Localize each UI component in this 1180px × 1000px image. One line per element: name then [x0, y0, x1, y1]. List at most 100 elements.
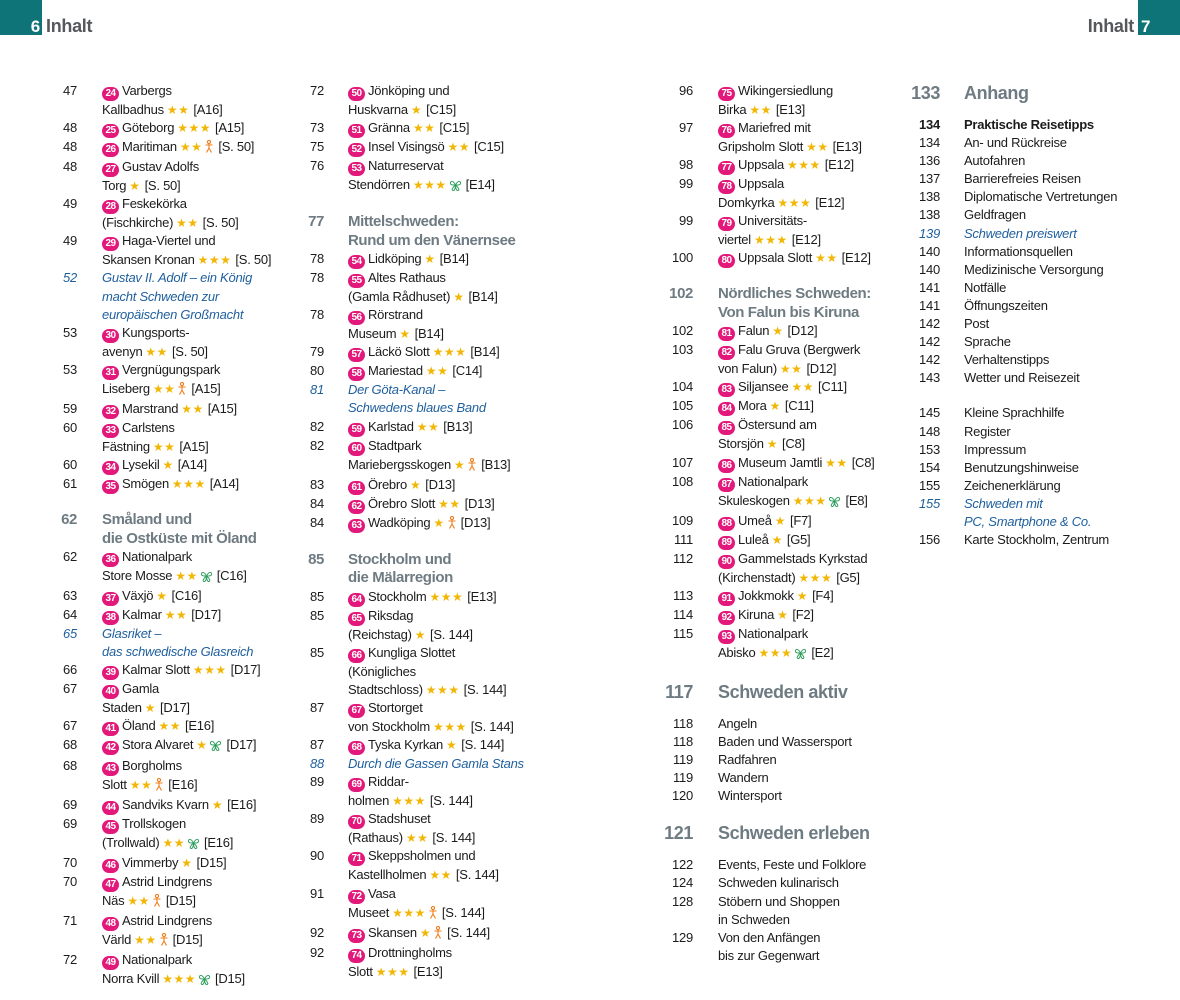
toc-entry[interactable]: 141 Notfälle: [898, 279, 1148, 297]
toc-entry[interactable]: 97 76 Mariefred mit Gripsholm Slott ★★ [E13]: [653, 119, 903, 156]
toc-entry[interactable]: 87 68 Tyska Kyrkan ★ [S. 144]: [286, 736, 556, 756]
toc-entry[interactable]: 124 Schweden kulinarisch: [653, 874, 903, 892]
toc-entry[interactable]: 119 Radfahren: [653, 751, 903, 769]
toc-entry[interactable]: 119 Wandern: [653, 769, 903, 787]
toc-entry[interactable]: 70 47 Astrid Lindgrens Näs ★★ [D15]: [40, 873, 280, 912]
toc-entry[interactable]: 65 Glasriket – das schwedische Glasreich: [40, 625, 280, 661]
toc-entry[interactable]: 90 71 Skeppsholmen und Kastellholmen ★★ [S. 1…: [286, 847, 556, 884]
toc-entry[interactable]: 73 51 Gränna ★★ [C15]: [286, 119, 556, 139]
toc-entry[interactable]: 142 Post: [898, 315, 1148, 333]
toc-entry[interactable]: 82 60 Stadtpark Mariebergsskogen ★ [B13]: [286, 437, 556, 476]
toc-entry[interactable]: 66 39 Kalmar Slott ★★★ [D17]: [40, 661, 280, 681]
toc-entry[interactable]: 89 70 Stadshuset (Rathaus) ★★ [S. 144]: [286, 810, 556, 847]
toc-entry[interactable]: 99 79 Universitäts-viertel ★★★ [E12]: [653, 212, 903, 249]
toc-entry[interactable]: 68 42 Stora Alvaret ★ [D17]: [40, 736, 280, 756]
toc-entry[interactable]: 47 24 Varbergs Kallbadhus ★★ [A16]: [40, 82, 280, 119]
toc-entry[interactable]: 156 Karte Stockholm, Zentrum: [898, 531, 1148, 549]
toc-entry[interactable]: 105 84 Mora ★ [C11]: [653, 397, 903, 417]
toc-entry[interactable]: 49 28 Feskekörka (Fischkirche) ★★ [S. 50]: [40, 195, 280, 232]
toc-entry[interactable]: 72 50 Jönköping und Huskvarna ★ [C15]: [286, 82, 556, 119]
toc-entry[interactable]: 113 91 Jokkmokk ★ [F4]: [653, 587, 903, 606]
toc-entry[interactable]: 62 36 Nationalpark Store Mosse ★★ [C16]: [40, 548, 280, 587]
toc-entry[interactable]: 49 29 Haga-Viertel und Skansen Kronan ★★★ [S.…: [40, 232, 280, 269]
toc-entry[interactable]: 52 Gustav II. Adolf – ein König macht Schw…: [40, 269, 280, 323]
toc-entry[interactable]: 78 56 Rörstrand Museum ★ [B14]: [286, 306, 556, 343]
toc-entry[interactable]: 122 Events, Feste und Folklore: [653, 856, 903, 874]
toc-entry[interactable]: 92 74 Drottningholms Slott ★★★ [E13]: [286, 944, 556, 981]
toc-entry[interactable]: 118 Angeln: [653, 715, 903, 733]
toc-entry[interactable]: 70 46 Vimmerby ★ [D15]: [40, 854, 280, 873]
toc-entry[interactable]: 84 63 Wadköping ★ [D13]: [286, 514, 556, 534]
toc-entry[interactable]: 85 64 Stockholm ★★★ [E13]: [286, 588, 556, 607]
toc-entry[interactable]: 82 59 Karlstad ★★ [B13]: [286, 418, 556, 437]
toc-entry[interactable]: 69 44 Sandviks Kvarn ★ [E16]: [40, 796, 280, 815]
toc-entry[interactable]: 60 33 Carlstens Fästning ★★ [A15]: [40, 419, 280, 456]
toc-entry[interactable]: 59 32 Marstrand ★★ [A15]: [40, 400, 280, 419]
toc-entry[interactable]: 98 77 Uppsala ★★★ [E12]: [653, 156, 903, 176]
toc-entry[interactable]: 92 73 Skansen ★ [S. 144]: [286, 924, 556, 944]
toc-entry[interactable]: 67 41 Öland ★★ [E16]: [40, 717, 280, 737]
toc-entry[interactable]: 78 54 Lidköping ★ [B14]: [286, 250, 556, 270]
toc-entry[interactable]: 142 Verhaltenstipps: [898, 351, 1148, 369]
toc-entry[interactable]: 140 Informationsquellen: [898, 243, 1148, 261]
toc-entry[interactable]: 107 86 Museum Jamtli ★★ [C8]: [653, 454, 903, 473]
toc-entry[interactable]: 139 Schweden preiswert: [898, 225, 1148, 243]
toc-entry[interactable]: 99 78 Uppsala Domkyrka ★★★ [E12]: [653, 175, 903, 212]
toc-entry[interactable]: 80 58 Mariestad ★★ [C14]: [286, 362, 556, 382]
toc-entry[interactable]: 53 30 Kungsports-avenyn ★★ [S. 50]: [40, 324, 280, 361]
toc-entry[interactable]: 91 72 Vasa Museet ★★★ [S. 144]: [286, 885, 556, 924]
toc-entry[interactable]: 48 27 Gustav Adolfs Torg ★ [S. 50]: [40, 158, 280, 195]
toc-entry[interactable]: 48 25 Göteborg ★★★ [A15]: [40, 119, 280, 139]
toc-entry[interactable]: 115 93 Nationalpark Abisko ★★★ [E2]: [653, 625, 903, 664]
toc-entry[interactable]: 145 Kleine Sprachhilfe: [898, 404, 1148, 422]
toc-entry[interactable]: 136 Autofahren: [898, 152, 1148, 170]
toc-entry[interactable]: 114 92 Kiruna ★ [F2]: [653, 606, 903, 625]
toc-entry[interactable]: 100 80 Uppsala Slott ★★ [E12]: [653, 249, 903, 269]
toc-entry[interactable]: 103 82 Falu Gruva (Bergwerk von Falun) ★★ [D1…: [653, 341, 903, 378]
toc-entry[interactable]: 128 Stöbern und Shoppen in Schweden: [653, 893, 903, 929]
toc-entry[interactable]: 111 89 Luleå ★ [G5]: [653, 531, 903, 550]
toc-entry[interactable]: 141 Öffnungszeiten: [898, 297, 1148, 315]
toc-entry[interactable]: 53 31 Vergnügungspark Liseberg ★★ [A15]: [40, 361, 280, 400]
toc-entry[interactable]: 60 34 Lysekil ★ [A14]: [40, 456, 280, 476]
toc-entry[interactable]: 118 Baden und Wassersport: [653, 733, 903, 751]
toc-entry[interactable]: 48 26 Maritiman ★★ [S. 50]: [40, 138, 280, 158]
toc-entry[interactable]: 129 Von den Anfängen bis zur Gegenwart: [653, 929, 903, 965]
toc-entry[interactable]: 85 66 Kungliga Slottet (Königliches Stadtsch…: [286, 644, 556, 699]
toc-entry[interactable]: 155 Schweden mit PC, Smartphone & Co.: [898, 495, 1148, 531]
toc-entry[interactable]: 67 40 Gamla Staden ★ [D17]: [40, 680, 280, 717]
toc-entry[interactable]: 112 90 Gammelstads Kyrkstad (Kirchenstadt) ★…: [653, 550, 903, 587]
toc-entry[interactable]: 155 Zeichenerklärung: [898, 477, 1148, 495]
toc-entry[interactable]: 148 Register: [898, 423, 1148, 441]
toc-entry[interactable]: 69 45 Trollskogen (Trollwald) ★★ [E16]: [40, 815, 280, 854]
toc-entry[interactable]: 138 Diplomatische Vertretungen: [898, 188, 1148, 206]
toc-entry[interactable]: 78 55 Altes Rathaus (Gamla Rådhuset) ★ [B14]: [286, 269, 556, 306]
toc-entry[interactable]: 109 88 Umeå ★ [F7]: [653, 512, 903, 531]
toc-entry[interactable]: 154 Benutzungshinweise: [898, 459, 1148, 477]
toc-entry[interactable]: 120 Wintersport: [653, 787, 903, 805]
toc-entry[interactable]: 102 81 Falun ★ [D12]: [653, 322, 903, 342]
toc-entry[interactable]: 142 Sprache: [898, 333, 1148, 351]
toc-entry[interactable]: 134 Praktische Reisetipps: [898, 116, 1148, 134]
toc-entry[interactable]: 83 61 Örebro ★ [D13]: [286, 476, 556, 495]
toc-entry[interactable]: 71 48 Astrid Lindgrens Värld ★★ [D15]: [40, 912, 280, 951]
toc-entry[interactable]: 140 Medizinische Versorgung: [898, 261, 1148, 279]
toc-entry[interactable]: 75 52 Insel Visingsö ★★ [C15]: [286, 138, 556, 158]
toc-entry[interactable]: 143 Wetter und Reisezeit: [898, 369, 1148, 387]
toc-entry[interactable]: 81 Der Göta-Kanal – Schwedens blaues Band: [286, 381, 556, 417]
toc-entry[interactable]: 137 Barrierefreies Reisen: [898, 170, 1148, 188]
toc-entry[interactable]: 87 67 Stortorget von Stockholm ★★★ [S. 144]: [286, 699, 556, 736]
toc-entry[interactable]: 153 Impressum: [898, 441, 1148, 459]
toc-entry[interactable]: 108 87 Nationalpark Skuleskogen ★★★ [E8]: [653, 473, 903, 512]
toc-entry[interactable]: 76 53 Naturreservat Stendörren ★★★ [E14]: [286, 157, 556, 196]
toc-entry[interactable]: 61 35 Smögen ★★★ [A14]: [40, 475, 280, 495]
toc-entry[interactable]: 138 Geldfragen: [898, 206, 1148, 224]
toc-entry[interactable]: 88 Durch die Gassen Gamla Stans: [286, 755, 556, 773]
toc-entry[interactable]: 68 43 Borgholms Slott ★★ [E16]: [40, 757, 280, 796]
toc-entry[interactable]: 63 37 Växjö ★ [C16]: [40, 587, 280, 607]
toc-entry[interactable]: 64 38 Kalmar ★★ [D17]: [40, 606, 280, 626]
toc-entry[interactable]: 96 75 Wikingersiedlung Birka ★★ [E13]: [653, 82, 903, 119]
toc-entry[interactable]: 89 69 Riddar-holmen ★★★ [S. 144]: [286, 773, 556, 810]
toc-entry[interactable]: 104 83 Siljansee ★★ [C11]: [653, 378, 903, 398]
toc-entry[interactable]: 85 65 Riksdag (Reichstag) ★ [S. 144]: [286, 607, 556, 644]
